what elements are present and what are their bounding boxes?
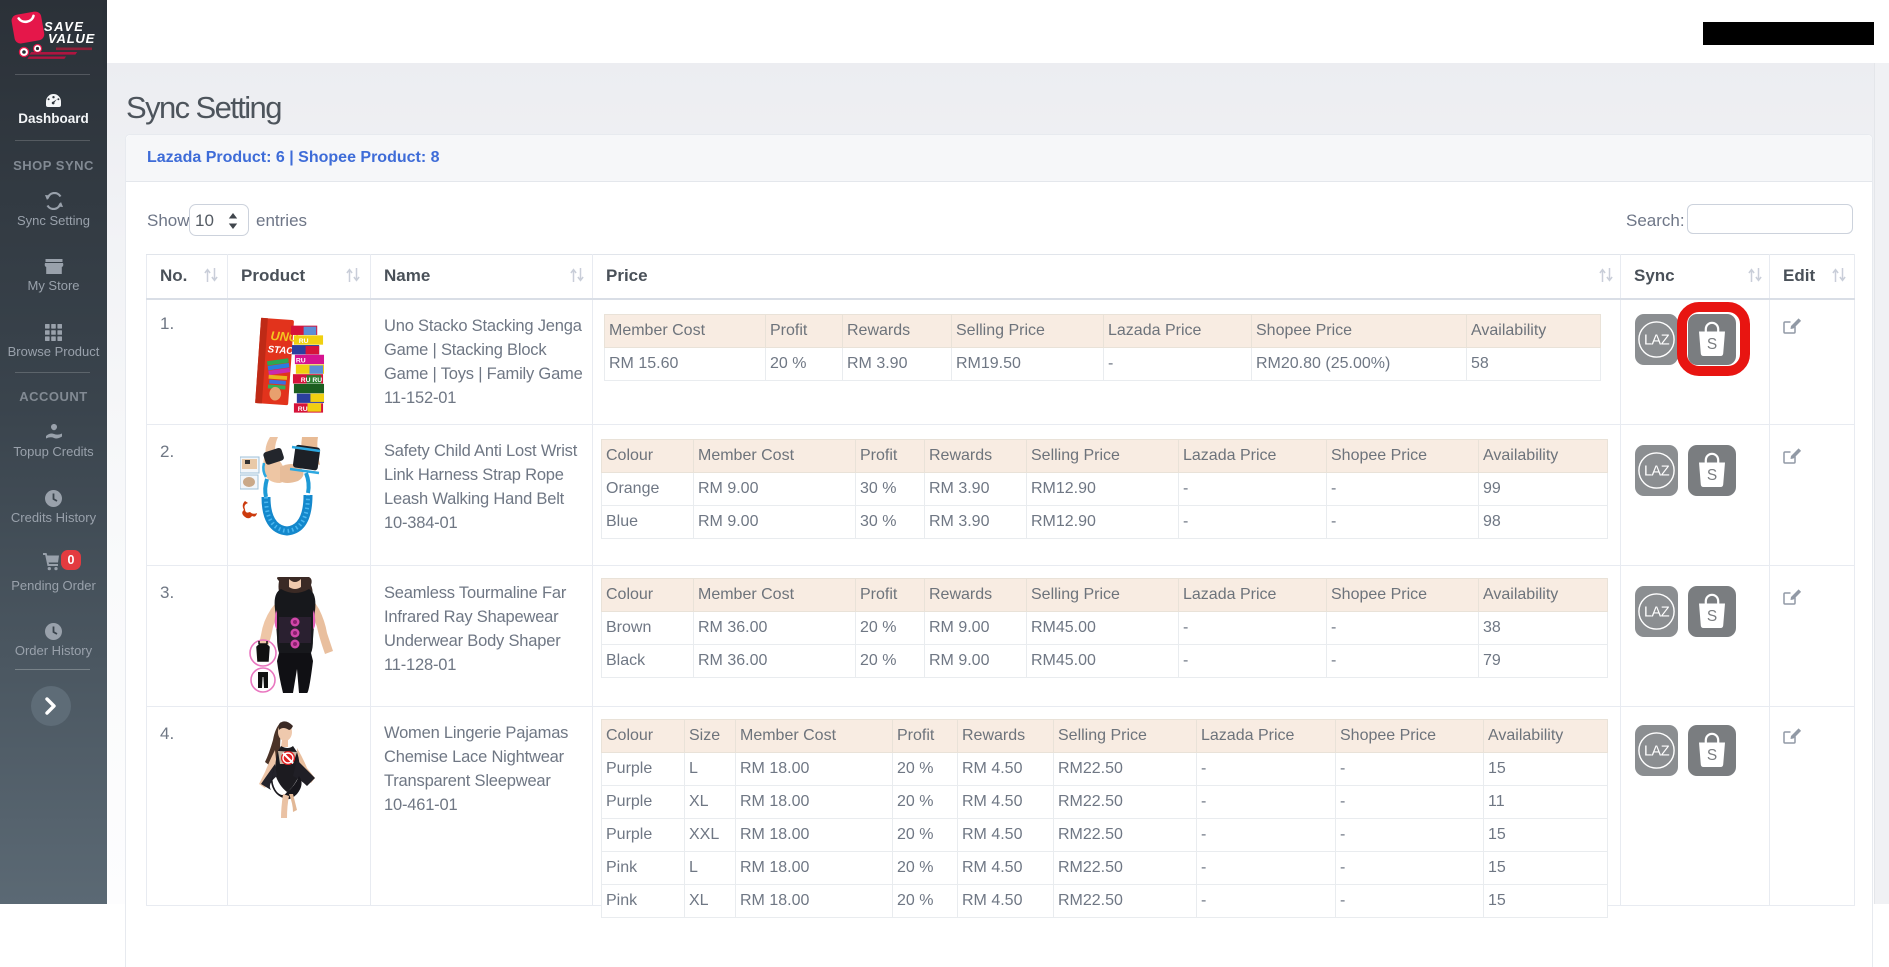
svg-text:LAZ: LAZ — [1644, 464, 1670, 480]
svg-text:RU: RU — [298, 406, 308, 413]
svg-text:RU RU: RU RU — [301, 376, 323, 383]
svg-text:LAZ: LAZ — [1644, 605, 1670, 621]
svg-text:RU: RU — [296, 357, 306, 364]
svg-text:VALUE: VALUE — [48, 31, 95, 46]
svg-text:S: S — [1707, 336, 1717, 353]
svg-text:LAZ: LAZ — [1644, 744, 1670, 760]
svg-text:S: S — [1707, 747, 1717, 764]
svg-text:SAVE: SAVE — [44, 19, 84, 34]
svg-text:S: S — [1707, 467, 1717, 484]
svg-text:S: S — [1707, 608, 1717, 625]
svg-text:LAZ: LAZ — [1644, 332, 1670, 348]
svg-text:RU: RU — [299, 338, 309, 345]
